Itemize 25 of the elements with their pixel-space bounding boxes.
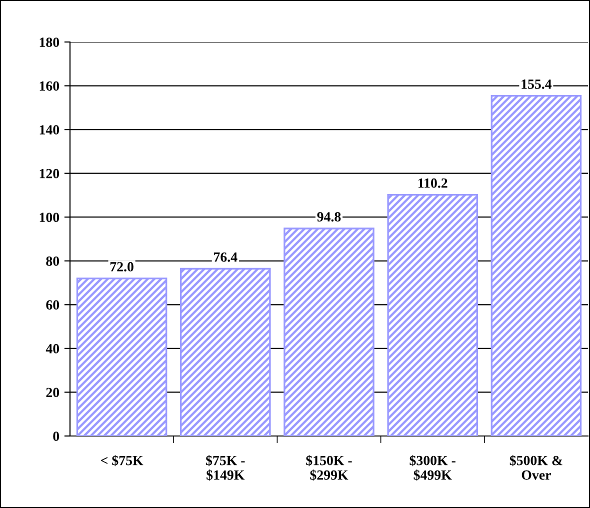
y-tick-label: 40 — [46, 344, 60, 354]
bar — [180, 268, 271, 436]
y-tick-label: 140 — [40, 125, 60, 135]
y-tick-label: 120 — [40, 168, 60, 178]
data-label: 72.0 — [110, 262, 134, 272]
y-tick-label: 0 — [53, 432, 60, 441]
data-label: 76.4 — [214, 252, 238, 262]
bar — [490, 95, 582, 436]
x-tick-label: $500K & Over — [510, 455, 562, 480]
x-tick-label: $300K - $499K — [410, 455, 456, 481]
y-tick-label: 160 — [40, 81, 60, 91]
y-tick-label: 100 — [40, 212, 60, 222]
y-tick-label: 180 — [40, 38, 60, 47]
data-label: 110.2 — [418, 178, 448, 188]
y-tick-label: 20 — [46, 388, 60, 398]
y-tick-label: 80 — [46, 256, 60, 266]
bar — [387, 194, 478, 436]
data-label: 155.4 — [522, 80, 552, 89]
y-tick-label: 60 — [46, 300, 60, 310]
x-tick-label: $75K - $149K — [206, 455, 245, 481]
data-label: 94.8 — [317, 212, 341, 222]
bar — [76, 278, 168, 436]
bar — [284, 228, 374, 436]
x-tick-label: $150K - $299K — [306, 455, 352, 481]
x-tick-label: < $75K — [100, 455, 144, 466]
